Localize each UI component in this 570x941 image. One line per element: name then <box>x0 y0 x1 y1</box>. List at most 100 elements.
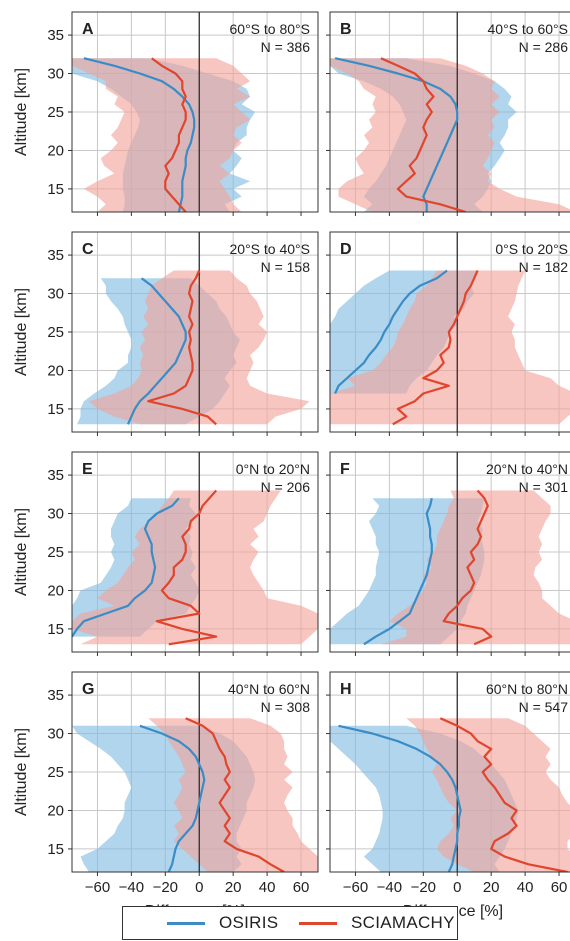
panel-region: 20°S to 40°S <box>230 241 310 257</box>
panel-region: 0°N to 20°N <box>236 461 310 477</box>
sciamachy-band <box>380 490 570 645</box>
panel-letter: B <box>340 21 352 38</box>
y-tick-label: 30 <box>47 66 64 83</box>
panel-letter: G <box>82 681 94 698</box>
sciamachy-band <box>406 718 570 872</box>
y-tick-label: 15 <box>47 841 64 858</box>
sciamachy-line <box>151 57 187 212</box>
bands <box>72 58 256 212</box>
panel-e: 15 20 25 30 35 E 0°N to 20°N N = 206 Altitude [k… <box>13 451 319 656</box>
x-tick-label: −20 <box>153 879 178 896</box>
panel-c: 15 20 25 30 35 C 20°S to 40°S N = 158 Altitude [… <box>13 231 319 436</box>
osiris-line <box>83 57 196 212</box>
panel-g: 15 20 25 30 35 G 40°N to 60°N N = 308 Altitude [… <box>13 671 319 920</box>
x-tick-label: −40 <box>119 879 144 896</box>
panel-region: 20°N to 40°N <box>486 461 568 477</box>
x-tick-label: 40 <box>517 879 534 896</box>
x-tick-label: −40 <box>377 879 402 896</box>
x-tick-label: 20 <box>225 879 242 896</box>
panel-count: N = 286 <box>519 39 569 55</box>
y-tick-label: 15 <box>47 401 64 418</box>
y-tick-label: 35 <box>47 27 64 44</box>
y-tick-label: 25 <box>47 764 64 781</box>
bands <box>72 718 318 872</box>
sciamachy-band <box>148 718 318 872</box>
y-tick-label: 15 <box>47 181 64 198</box>
panel-region: 40°N to 60°N <box>228 681 310 697</box>
x-tick-label: 60 <box>551 879 568 896</box>
legend-label-osiris: OSIRIS <box>219 913 279 932</box>
panel-region: 60°S to 80°S <box>230 21 310 37</box>
panel-h: H60°N to 80°NN = 547−60−40−200204060Diff… <box>326 671 570 920</box>
panel-count: N = 547 <box>519 699 569 715</box>
panel-count: N = 308 <box>261 699 311 715</box>
panel-f: F 20°N to 40°N N = 301 <box>326 451 570 656</box>
y-tick-label: 25 <box>47 324 64 341</box>
y-axis-label: Altitude [km] <box>13 728 30 816</box>
osiris-line <box>334 269 448 394</box>
panel-region: 60°N to 80°N <box>486 681 568 697</box>
y-tick-label: 30 <box>47 286 64 303</box>
sciamachy-line <box>442 489 493 646</box>
y-tick-label: 20 <box>47 362 64 379</box>
x-tick-label: 60 <box>293 879 310 896</box>
y-axis-label: Altitude [km] <box>13 508 30 596</box>
y-tick-label: 30 <box>47 506 64 523</box>
bands <box>72 490 318 645</box>
y-tick-label: 35 <box>47 247 64 264</box>
panel-letter: A <box>82 21 94 38</box>
y-tick-label: 25 <box>47 544 64 561</box>
panel-count: N = 182 <box>519 259 569 275</box>
panel-letter: D <box>340 241 352 258</box>
y-axis-label: Altitude [km] <box>13 288 30 376</box>
legend-item-sciamachy: SCIAMACHY <box>299 907 455 939</box>
sciamachy-line <box>392 270 479 426</box>
osiris-line <box>126 277 187 425</box>
x-tick-label: −60 <box>85 879 110 896</box>
legend-swatch-sciamachy <box>299 921 337 925</box>
sciamachy-line <box>439 717 568 872</box>
osiris-line <box>338 724 462 872</box>
sciamachy-line <box>185 717 285 872</box>
x-tick-label: −20 <box>411 879 436 896</box>
panel-letter: F <box>340 461 350 478</box>
sciamachy-line <box>155 489 218 646</box>
sciamachy-band <box>330 270 570 425</box>
x-tick-label: −60 <box>343 879 368 896</box>
sciamachy-band <box>72 58 251 212</box>
y-tick-label: 35 <box>47 687 64 704</box>
y-tick-label: 20 <box>47 582 64 599</box>
panel-d: D 0°S to 20°S N = 182 <box>326 231 570 436</box>
y-tick-label: 20 <box>47 802 64 819</box>
osiris-line <box>139 724 206 872</box>
panel-letter: C <box>82 241 94 258</box>
panel-letter: H <box>340 681 352 698</box>
legend: OSIRIS SCIAMACHY <box>122 906 458 940</box>
bands <box>330 490 570 645</box>
y-tick-label: 20 <box>47 142 64 159</box>
x-tick-label: 20 <box>483 879 500 896</box>
y-axis-label: Altitude [km] <box>13 68 30 156</box>
legend-item-osiris: OSIRIS <box>167 907 278 939</box>
osiris-line <box>334 57 459 212</box>
panel-count: N = 301 <box>519 479 569 495</box>
y-tick-label: 35 <box>47 467 64 484</box>
sciamachy-line <box>147 270 217 426</box>
y-tick-label: 25 <box>47 104 64 121</box>
osiris-line <box>363 497 433 646</box>
legend-swatch-osiris <box>167 921 205 925</box>
panel-count: N = 386 <box>261 39 311 55</box>
x-tick-label: 0 <box>453 879 461 896</box>
bands <box>330 270 570 425</box>
y-tick-label: 15 <box>47 621 64 638</box>
panel-region: 40°S to 60°S <box>488 21 568 37</box>
osiris-line <box>72 497 180 638</box>
x-tick-label: 40 <box>259 879 276 896</box>
bands <box>330 718 570 872</box>
panel-b: B 40°S to 60°S N = 286 <box>326 11 570 216</box>
sciamachy-line <box>380 57 467 212</box>
y-tick-label: 30 <box>47 726 64 743</box>
panel-a: 15 20 25 30 35 A 60°S to 80°S N = 386 Altitude [… <box>13 11 319 216</box>
panel-count: N = 158 <box>261 259 311 275</box>
